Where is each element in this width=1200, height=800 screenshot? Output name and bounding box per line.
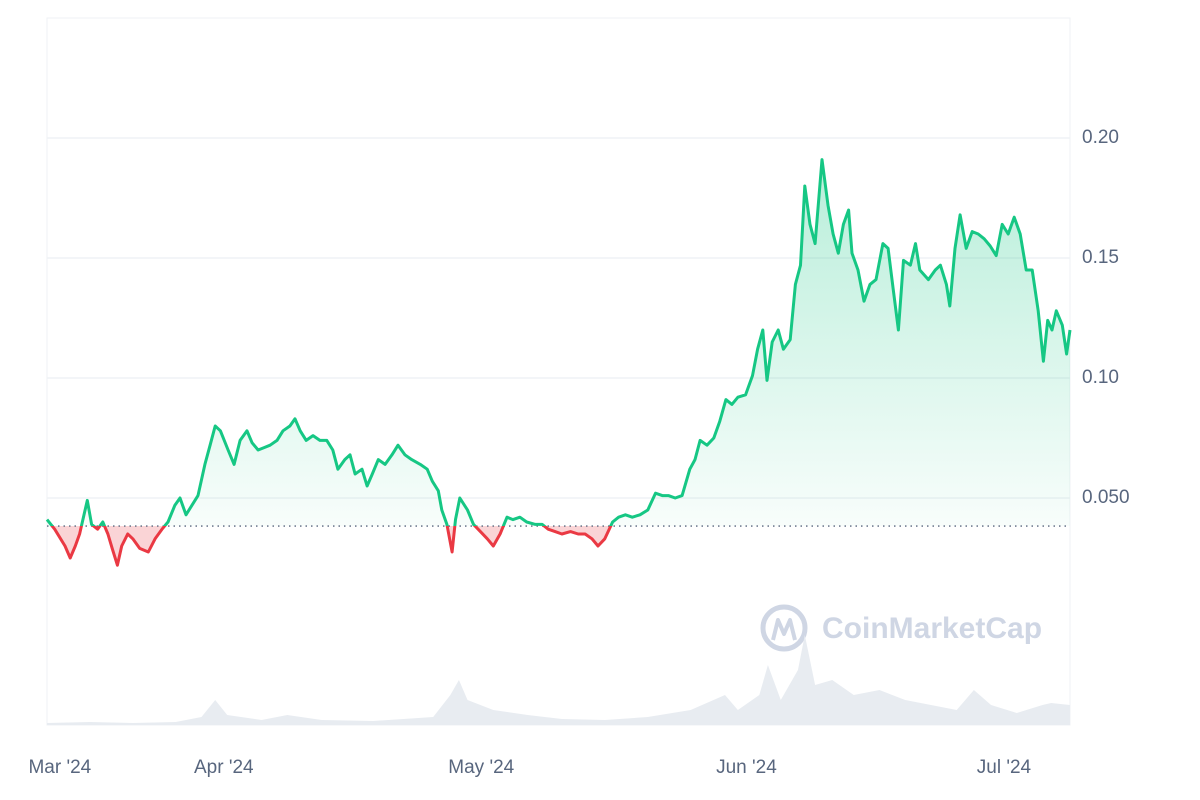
x-tick-label: Apr '24 bbox=[194, 757, 254, 778]
x-tick-label: Mar '24 bbox=[28, 757, 91, 778]
y-tick-label: 0.15 bbox=[1082, 247, 1119, 268]
price-line-up bbox=[45, 158, 1072, 527]
volume-area bbox=[47, 635, 1070, 725]
price-line-down bbox=[50, 526, 613, 567]
watermark: CoinMarketCap bbox=[760, 604, 1042, 652]
y-tick-label: 0.10 bbox=[1082, 367, 1119, 388]
y-tick-label: 0.20 bbox=[1082, 127, 1119, 148]
x-tick-label: Jul '24 bbox=[977, 757, 1032, 778]
x-tick-label: May '24 bbox=[448, 757, 514, 778]
y-tick-label: 0.050 bbox=[1082, 487, 1130, 508]
area-up bbox=[47, 159, 1070, 527]
watermark-text: CoinMarketCap bbox=[822, 612, 1042, 645]
x-tick-label: Jun '24 bbox=[716, 757, 777, 778]
